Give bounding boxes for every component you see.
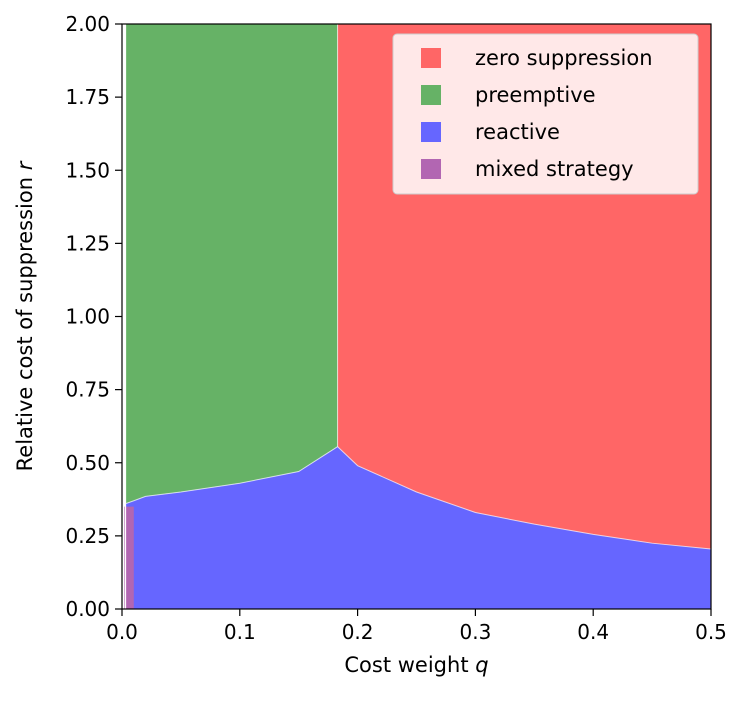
y-axis-ticks: 0.00 0.25 0.50 0.75 1.00 1.25 1.50 1.75 2.00 [65,12,122,621]
x-tick-label: 0.5 [695,620,727,644]
x-axis-ticks: 0.0 0.1 0.2 0.3 0.4 0.5 [106,609,727,644]
region-preemptive [125,24,338,504]
y-tick-label: 2.00 [65,12,110,36]
x-tick-label: 0.4 [577,620,609,644]
legend-swatch [421,122,441,142]
y-tick-label: 1.25 [65,231,110,255]
legend-label: preemptive [475,83,596,107]
legend-swatch [421,85,441,105]
legend-swatch [421,159,441,179]
y-tick-label: 0.50 [65,451,110,475]
y-tick-label: 0.25 [65,524,110,548]
x-axis-label: Cost weight q [344,653,488,677]
legend: zero suppression preemptive reactive mixed … [392,33,699,195]
x-tick-label: 0.2 [342,620,374,644]
y-tick-label: 1.50 [65,158,110,182]
y-tick-label: 0.75 [65,378,110,402]
reactive-boundary-line [125,446,712,550]
legend-swatch [421,48,441,68]
x-tick-label: 0.0 [106,620,138,644]
y-tick-label: 1.75 [65,85,110,109]
x-tick-label: 0.1 [224,620,256,644]
y-tick-label: 0.00 [65,597,110,621]
y-tick-label: 1.00 [65,305,110,329]
region-reactive [125,446,711,609]
region-mixed-strategy [124,506,134,609]
y-axis-label: Relative cost of suppression r [13,160,37,471]
legend-box [392,33,699,195]
x-tick-label: 0.3 [459,620,491,644]
legend-label: mixed strategy [475,157,634,181]
legend-label: zero suppression [475,46,653,70]
legend-label: reactive [475,120,560,144]
